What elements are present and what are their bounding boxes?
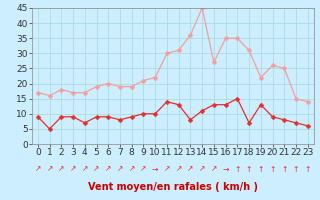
Text: ↑: ↑ (258, 164, 264, 173)
Text: ↑: ↑ (281, 164, 287, 173)
Text: ↗: ↗ (70, 164, 76, 173)
Text: ↑: ↑ (246, 164, 252, 173)
Text: ↑: ↑ (305, 164, 311, 173)
Text: ↗: ↗ (117, 164, 123, 173)
Text: Vent moyen/en rafales ( km/h ): Vent moyen/en rafales ( km/h ) (88, 182, 258, 192)
Text: ↗: ↗ (211, 164, 217, 173)
Text: ↗: ↗ (82, 164, 88, 173)
Text: ↗: ↗ (93, 164, 100, 173)
Text: ↗: ↗ (164, 164, 170, 173)
Text: ↗: ↗ (46, 164, 53, 173)
Text: ↗: ↗ (199, 164, 205, 173)
Text: ↑: ↑ (234, 164, 241, 173)
Text: ↗: ↗ (105, 164, 111, 173)
Text: ↑: ↑ (293, 164, 299, 173)
Text: ↗: ↗ (35, 164, 41, 173)
Text: ↗: ↗ (58, 164, 65, 173)
Text: →: → (222, 164, 229, 173)
Text: ↗: ↗ (129, 164, 135, 173)
Text: ↗: ↗ (187, 164, 194, 173)
Text: ↗: ↗ (140, 164, 147, 173)
Text: ↑: ↑ (269, 164, 276, 173)
Text: ↗: ↗ (175, 164, 182, 173)
Text: →: → (152, 164, 158, 173)
